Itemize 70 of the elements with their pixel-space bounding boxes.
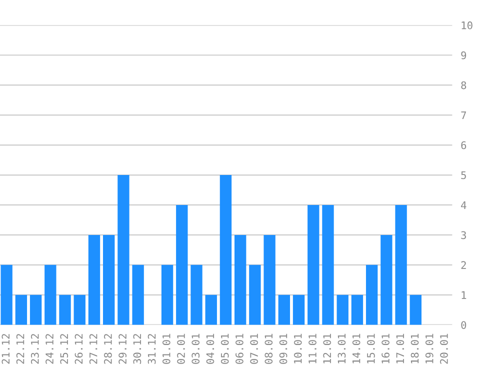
bar [351, 294, 364, 325]
x-tick-label: 13.01 [338, 334, 346, 364]
bar [103, 234, 115, 325]
bar [278, 294, 290, 325]
x-tick-label: 07.01 [250, 334, 258, 364]
x-tick-label: 05.01 [220, 334, 229, 364]
x-tick-label: 18.01 [410, 334, 419, 364]
y-tick-label: 8 [461, 81, 466, 90]
bar [308, 204, 320, 325]
y-tick-label: 9 [461, 51, 466, 60]
y-tick-label: 2 [461, 261, 466, 269]
bar [249, 264, 261, 325]
x-tick-label: 24.12 [46, 334, 54, 364]
x-tick-label: 17.01 [396, 334, 404, 364]
y-tick-label: 6 [461, 141, 466, 150]
x-tick-label: 25.12 [60, 334, 68, 364]
bar [395, 204, 407, 325]
x-tick-label: 27.12 [89, 334, 98, 364]
y-tick-label: 10 [462, 21, 472, 30]
x-tick-label: 09.01 [279, 334, 288, 364]
y-tick-label: 0 [461, 321, 466, 329]
bar [205, 294, 217, 325]
y-tick-label: 7 [461, 111, 466, 120]
x-tick-label: 23.12 [30, 334, 39, 364]
bar [176, 204, 188, 325]
x-tick-label: 29.12 [118, 334, 127, 364]
x-tick-label: 01.01 [162, 334, 170, 364]
x-tick-label: 15.01 [367, 334, 375, 364]
x-tick-label: 10.01 [294, 334, 302, 364]
bar [118, 175, 130, 325]
x-tick-label: 19.01 [425, 334, 434, 364]
x-tick-label: 16.01 [382, 334, 390, 364]
bar [234, 234, 246, 325]
bar [336, 294, 348, 325]
x-tick-label: 26.12 [74, 334, 83, 364]
x-tick-label: 02.01 [177, 334, 185, 364]
bar [366, 264, 378, 325]
bar [44, 264, 56, 325]
bar [410, 294, 422, 325]
bar [30, 294, 42, 325]
x-tick-label: 14.01 [352, 334, 360, 364]
x-tick-label: 08.01 [264, 334, 273, 364]
x-tick-label: 12.01 [323, 334, 332, 364]
y-tick-label: 3 [461, 231, 466, 240]
x-tick-label: 06.01 [236, 334, 244, 364]
x-tick-label: 11.01 [308, 334, 316, 364]
bar [292, 294, 305, 325]
y-tick-label: 1 [462, 291, 466, 299]
bar [88, 234, 100, 325]
bar [15, 294, 28, 325]
x-tick-label: 31.12 [148, 334, 156, 364]
bar [59, 294, 71, 325]
x-tick-label: 22.12 [16, 334, 24, 364]
y-tick-label: 5 [461, 171, 466, 180]
bar [264, 234, 276, 325]
bar [74, 294, 86, 325]
bar [0, 264, 12, 325]
bar [322, 204, 334, 325]
bar [190, 264, 202, 325]
bar [220, 175, 232, 325]
y-tick-label: 4 [461, 201, 466, 209]
x-tick-label: 03.01 [192, 334, 200, 364]
x-tick-label: 04.01 [206, 334, 214, 364]
x-tick-label: 21.12 [2, 334, 10, 364]
bar [380, 234, 392, 325]
bar [132, 264, 144, 325]
bar [161, 264, 174, 325]
x-tick-label: 20.01 [440, 334, 448, 364]
x-tick-label: 28.12 [104, 334, 112, 364]
x-tick-label: 30.12 [133, 334, 142, 364]
